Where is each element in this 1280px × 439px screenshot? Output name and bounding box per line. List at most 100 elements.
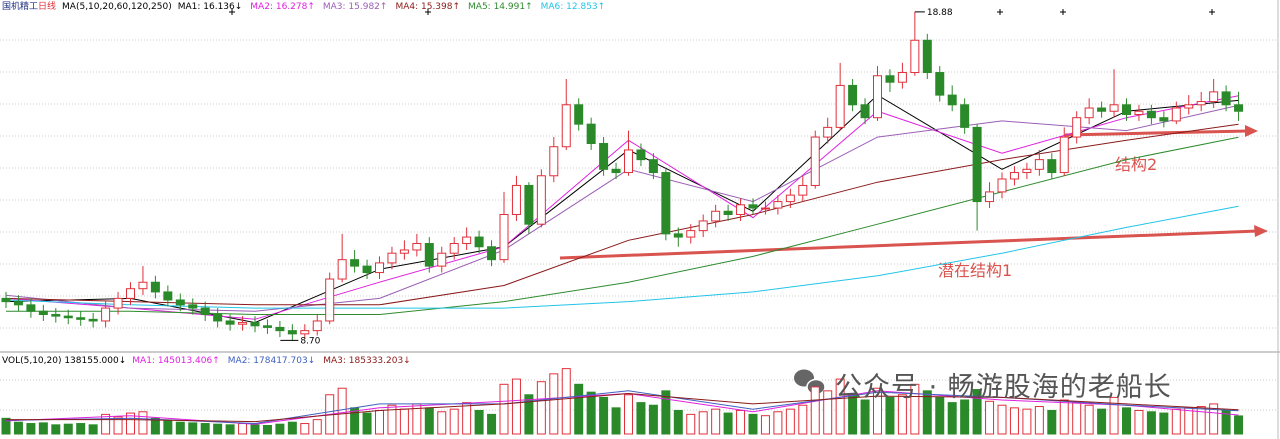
trend-arrow bbox=[1064, 129, 1249, 137]
grid bbox=[0, 39, 1278, 411]
volume-bar bbox=[38, 422, 48, 435]
candle-body bbox=[1009, 172, 1019, 180]
candle-body bbox=[238, 322, 248, 325]
volume-bar bbox=[860, 399, 870, 435]
volume-bar bbox=[188, 422, 198, 435]
volume-bar bbox=[287, 421, 297, 435]
candle-body bbox=[387, 252, 397, 264]
candle-body bbox=[362, 265, 372, 274]
high-label: 18.88 bbox=[927, 8, 953, 18]
candle-body bbox=[188, 304, 198, 309]
volume-bar bbox=[611, 407, 621, 435]
candle-body bbox=[175, 299, 185, 306]
volume-bar bbox=[748, 413, 758, 435]
candle-body bbox=[350, 259, 360, 267]
candle-body bbox=[163, 291, 173, 301]
candle-body bbox=[76, 317, 86, 320]
volume-bar bbox=[250, 424, 260, 435]
volume-bar bbox=[686, 413, 696, 435]
volume-bar bbox=[262, 425, 272, 435]
volume-bar bbox=[947, 402, 957, 435]
candle-body bbox=[673, 233, 683, 238]
candle-body bbox=[947, 94, 957, 106]
candle-body bbox=[287, 330, 297, 335]
volume-bar bbox=[673, 409, 683, 435]
candle-body bbox=[511, 184, 521, 215]
legend-entry: MA3: 15.982↑ bbox=[322, 2, 388, 12]
candle-body bbox=[835, 84, 845, 128]
legend-entry: MA4: 15.398↑ bbox=[395, 2, 461, 12]
volume-bar bbox=[1122, 407, 1131, 435]
volume-bar bbox=[972, 389, 982, 435]
candle-body bbox=[200, 307, 210, 316]
volume-header: VOL(5,10,20) 138155.000↓ MA1: 145013.406… bbox=[2, 356, 411, 367]
volume-bar bbox=[698, 411, 708, 435]
volume-bar bbox=[175, 421, 185, 435]
volume-bar bbox=[1, 417, 11, 435]
candle-body bbox=[213, 314, 223, 322]
candle-body bbox=[337, 259, 347, 280]
volume-bar bbox=[586, 391, 596, 435]
volume-bar bbox=[399, 408, 409, 435]
candle-body bbox=[1059, 136, 1069, 174]
candle-body bbox=[1122, 104, 1131, 115]
volume-bar bbox=[935, 396, 945, 435]
candle-body bbox=[1072, 117, 1082, 138]
arrow-head bbox=[1254, 225, 1268, 237]
candle-body bbox=[101, 307, 111, 322]
legend-entry: MA2: 178417.703↓ bbox=[227, 356, 316, 366]
candle-body bbox=[760, 207, 770, 210]
candle-body bbox=[51, 314, 61, 317]
candle-body bbox=[711, 210, 721, 222]
volume-bar bbox=[1009, 407, 1019, 435]
legend: MA1: 16.136↓ MA2: 16.278↑ MA3: 15.982↑ MA4:… bbox=[178, 2, 605, 13]
indicator: MA(5,10,20,60,120,250) bbox=[62, 2, 172, 12]
volume-bar bbox=[636, 402, 646, 435]
stock-name: 国机精工 bbox=[2, 2, 39, 12]
candle-body bbox=[773, 201, 783, 209]
candle-body bbox=[1, 297, 11, 303]
volume-bar bbox=[200, 423, 210, 435]
candle-body bbox=[611, 168, 621, 174]
candle-body bbox=[960, 104, 970, 128]
volume-bar bbox=[648, 404, 658, 435]
volume-bar bbox=[511, 378, 521, 435]
volume-bar bbox=[26, 423, 36, 435]
candle-body bbox=[399, 249, 409, 254]
candle-body bbox=[88, 318, 98, 322]
volume-bar bbox=[1047, 409, 1057, 435]
candle-body bbox=[1171, 107, 1181, 122]
volume-bar bbox=[810, 386, 820, 435]
candle-body bbox=[848, 84, 858, 106]
volume-bar bbox=[835, 378, 845, 435]
candle-body bbox=[38, 310, 48, 316]
legend: MA1: 145013.406↑ MA2: 178417.703↓ MA3: 185… bbox=[132, 356, 410, 367]
volume-bar bbox=[1146, 411, 1156, 435]
volume-bar bbox=[773, 411, 783, 435]
volume-bar bbox=[885, 396, 895, 435]
trend-arrow bbox=[559, 229, 1259, 260]
candle-body bbox=[636, 149, 646, 161]
candle-body bbox=[922, 39, 932, 74]
candle-body bbox=[250, 322, 260, 327]
volume-bar bbox=[375, 409, 384, 435]
low-label: 8.70 bbox=[300, 336, 320, 346]
candle-body bbox=[910, 39, 920, 74]
volume-bar bbox=[785, 408, 795, 435]
candle-body bbox=[113, 297, 123, 309]
volume-bar bbox=[910, 383, 920, 435]
candle-body bbox=[412, 243, 422, 251]
period: 日线 bbox=[38, 2, 57, 12]
candle-body bbox=[897, 72, 907, 83]
volume-bar bbox=[1234, 415, 1244, 435]
volume-bar bbox=[624, 394, 633, 435]
top-markers bbox=[229, 9, 1215, 15]
volume-bar bbox=[63, 423, 73, 435]
volume-bar bbox=[1171, 408, 1181, 435]
volume-bar bbox=[711, 408, 721, 435]
candle-body bbox=[437, 252, 447, 267]
candle-body bbox=[487, 246, 497, 261]
candle-body bbox=[873, 75, 882, 119]
